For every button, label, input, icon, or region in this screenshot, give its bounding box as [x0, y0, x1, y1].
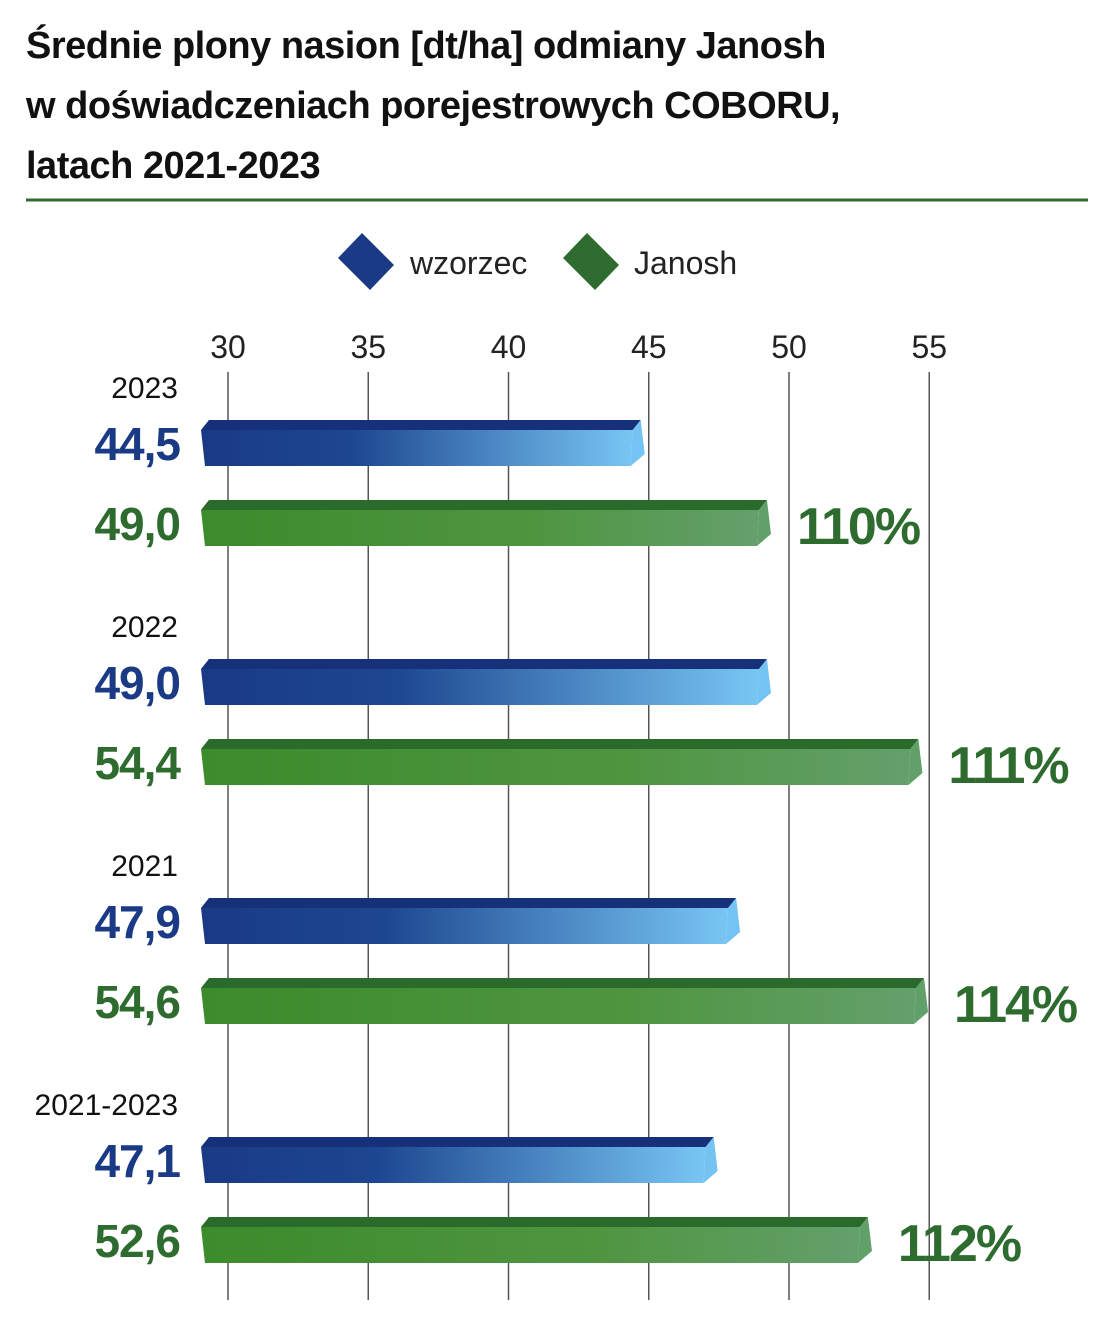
bar-janosh-2023-side: [756, 500, 771, 546]
category-labels: 2023 2022 2021 2021-2023: [35, 372, 178, 1122]
bar-wzorzec-2023-side: [630, 420, 645, 466]
bar-wzorzec-2022-top: [201, 659, 767, 669]
bar-janosh-2021: [201, 978, 929, 1024]
legend-label-janosh: Janosh: [634, 245, 737, 281]
bars: [201, 420, 929, 1263]
bar-janosh-2022-top: [201, 739, 919, 749]
title-line-3: latach 2021-2023: [26, 145, 320, 187]
bar-janosh-2022-front: [201, 749, 911, 785]
title-line-2: w doświadczeniach porejestrowych COBORU,: [25, 85, 840, 127]
value-label-janosh-2021-2023: 52,6: [94, 1215, 180, 1267]
bar-janosh-2021-side: [914, 978, 929, 1024]
percent-label-2022: 111%: [948, 737, 1068, 795]
bar-janosh-2021-front: [201, 988, 917, 1024]
bar-janosh-2021-top: [201, 978, 925, 988]
legend: wzorzec Janosh: [338, 233, 737, 290]
percent-label-2021: 114%: [954, 976, 1077, 1034]
bar-janosh-2021-2023-top: [201, 1217, 868, 1227]
bar-wzorzec-2023-top: [201, 420, 641, 430]
category-label-2021-2023: 2021-2023: [35, 1089, 178, 1122]
bar-wzorzec-2021-2023-side: [703, 1137, 718, 1183]
bar-wzorzec-2022-front: [201, 669, 759, 705]
bar-janosh-2023-top: [201, 500, 767, 510]
x-tick-label-45: 45: [631, 329, 667, 365]
x-tick-label-35: 35: [350, 329, 386, 365]
legend-swatch-wzorzec: [338, 233, 394, 290]
x-tick-label-40: 40: [491, 329, 527, 365]
value-labels: 44,5 49,0 110% 49,0 54,4 111% 47,9 54,6 114% 47,1…: [94, 418, 1078, 1273]
bar-wzorzec-2021-side: [726, 898, 741, 944]
value-label-wzorzec-2023: 44,5: [94, 418, 180, 470]
bar-wzorzec-2022-side: [756, 659, 771, 705]
bar-wzorzec-2021-front: [201, 908, 729, 944]
bar-wzorzec-2021-top: [201, 898, 737, 908]
x-axis-ticks: 30 35 40 45 50 55: [210, 329, 947, 365]
value-label-wzorzec-2021: 47,9: [94, 896, 180, 948]
value-label-janosh-2021: 54,6: [94, 976, 180, 1028]
value-label-wzorzec-2022: 49,0: [94, 657, 180, 709]
category-label-2021: 2021: [111, 850, 178, 883]
x-tick-label-55: 55: [911, 329, 947, 365]
bar-wzorzec-2021-2023: [201, 1137, 718, 1183]
bar-janosh-2022-side: [908, 739, 923, 785]
category-label-2023: 2023: [111, 372, 178, 405]
value-label-janosh-2023: 49,0: [94, 498, 180, 550]
bar-janosh-2021-2023-side: [857, 1217, 872, 1263]
bar-wzorzec-2021-2023-top: [201, 1137, 714, 1147]
legend-label-wzorzec: wzorzec: [409, 245, 527, 281]
bar-janosh-2023-front: [201, 510, 759, 546]
chart-title: Średnie plony nasion [dt/ha] odmiany Jan…: [25, 23, 841, 187]
bar-wzorzec-2023: [201, 420, 645, 466]
bar-janosh-2021-2023-front: [201, 1227, 860, 1263]
bar-janosh-2021-2023: [201, 1217, 872, 1263]
percent-label-2023: 110%: [797, 498, 920, 556]
category-label-2022: 2022: [111, 611, 178, 644]
value-label-wzorzec-2021-2023: 47,1: [94, 1135, 180, 1187]
legend-item-wzorzec: wzorzec: [338, 233, 527, 290]
x-tick-label-30: 30: [210, 329, 246, 365]
bar-wzorzec-2023-front: [201, 430, 633, 466]
title-line-1: Średnie plony nasion [dt/ha] odmiany Jan…: [26, 23, 826, 67]
legend-item-janosh: Janosh: [563, 233, 737, 290]
bar-wzorzec-2021-2023-front: [201, 1147, 706, 1183]
bar-janosh-2022: [201, 739, 923, 785]
x-tick-label-50: 50: [771, 329, 807, 365]
bar-wzorzec-2021: [201, 898, 741, 944]
bar-janosh-2023: [201, 500, 771, 546]
percent-label-2021-2023: 112%: [898, 1215, 1021, 1273]
legend-swatch-janosh: [563, 233, 619, 290]
value-label-janosh-2022: 54,4: [94, 737, 181, 789]
bar-wzorzec-2022: [201, 659, 771, 705]
